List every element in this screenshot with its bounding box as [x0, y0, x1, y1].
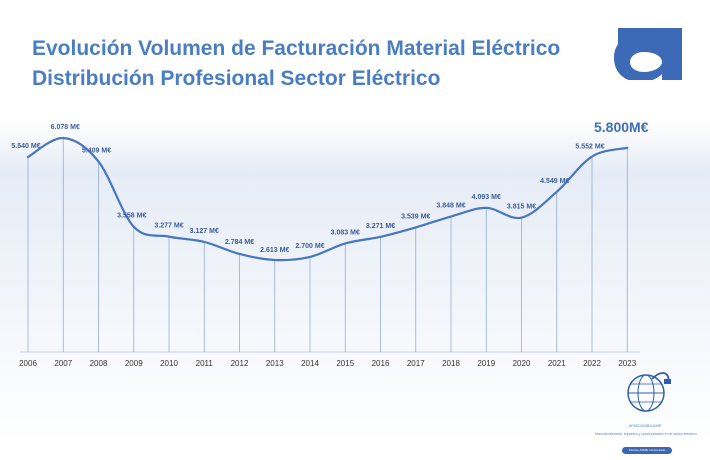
x-tick-label-2023: 2023 — [618, 359, 636, 368]
x-tick-label-2013: 2013 — [266, 359, 284, 368]
data-label-2015: 3.083 M€ — [331, 229, 360, 236]
data-label-2022: 5.552 M€ — [575, 144, 604, 151]
data-label-2021: 4.549 M€ — [540, 178, 569, 185]
x-tick-label-2008: 2008 — [90, 359, 108, 368]
series-line — [26, 136, 629, 262]
x-tick-label-2012: 2012 — [231, 359, 249, 368]
data-label-2013: 2.613 M€ — [260, 247, 289, 254]
footer-badge: Informe AFME / Aniversario — [622, 447, 672, 454]
data-label-2016: 3.271 M€ — [366, 223, 395, 230]
x-tick-label-2015: 2015 — [336, 359, 354, 368]
data-label-2019: 4.093 M€ — [472, 194, 501, 201]
data-label-2006: 5.540 M€ — [11, 143, 40, 150]
globe-logo-icon — [627, 372, 671, 412]
data-label-2023: 5.800M€ — [594, 119, 649, 135]
data-label-2018: 3.848 M€ — [436, 203, 465, 210]
a-logo-icon — [614, 28, 682, 80]
x-tick-label-2018: 2018 — [442, 359, 460, 368]
x-tick-label-2006: 2006 — [19, 359, 37, 368]
data-label-2017: 3.539 M€ — [401, 213, 430, 220]
data-label-2008: 5.409 M€ — [82, 148, 111, 155]
x-tick-label-2007: 2007 — [54, 359, 72, 368]
footer-brand-text: AFME/AMBILAMP — [628, 423, 662, 428]
x-tick-label-2019: 2019 — [477, 359, 495, 368]
x-tick-label-2020: 2020 — [513, 359, 531, 368]
x-tick-label-2016: 2016 — [372, 359, 390, 368]
data-label-2011: 3.127 M€ — [190, 228, 219, 235]
chart-title-line-2: Distribución Profesional Sector Eléctric… — [32, 67, 441, 90]
data-label-2010: 3.277 M€ — [154, 223, 183, 230]
data-label-2012: 2.784 M€ — [225, 239, 254, 246]
data-label-2014: 2.700 M€ — [295, 243, 324, 250]
x-tick-label-2017: 2017 — [407, 359, 425, 368]
chart-title-line-1: Evolución Volumen de Facturación Materia… — [32, 37, 561, 60]
x-tick-label-2009: 2009 — [125, 359, 143, 368]
footer-tagline: Macrotendencias, impactos y oportunidade… — [595, 432, 697, 436]
x-tick-label-2010: 2010 — [160, 359, 178, 368]
data-label-2020: 3.815 M€ — [507, 204, 536, 211]
x-tick-label-2014: 2014 — [301, 359, 319, 368]
data-label-2007: 6.078 M€ — [51, 124, 80, 131]
x-tick-label-2011: 2011 — [196, 359, 214, 368]
data-label-2009: 3.558 M€ — [117, 213, 146, 220]
x-tick-label-2021: 2021 — [548, 359, 566, 368]
x-tick-label-2022: 2022 — [583, 359, 601, 368]
